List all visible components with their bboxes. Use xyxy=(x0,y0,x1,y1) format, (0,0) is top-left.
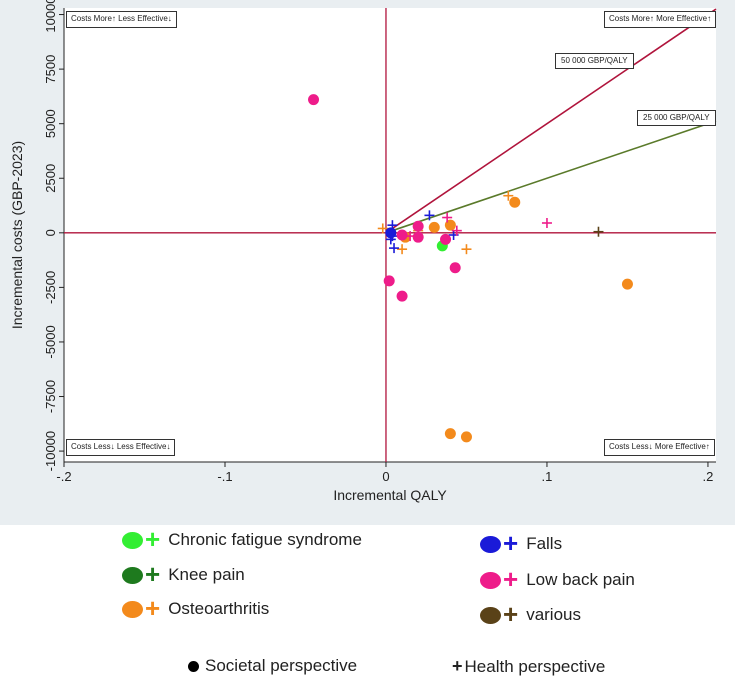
legend-item-chronic-fatigue: + Chronic fatigue syndrome xyxy=(122,523,362,554)
health-point xyxy=(503,190,514,201)
threshold-label-50000: 50 000 GBP/QALY xyxy=(555,53,634,69)
legend-item-knee-pain: + Knee pain xyxy=(122,558,245,589)
legend-label: Health perspective xyxy=(464,656,606,676)
legend-dot-icon xyxy=(122,600,143,618)
threshold-line-50000 xyxy=(385,8,717,234)
x-tick-label: .1 xyxy=(542,469,553,484)
legend-label: Societal perspective xyxy=(205,656,358,675)
legend-item-various: + various xyxy=(480,598,581,629)
health-point xyxy=(387,220,398,231)
y-axis-label: Incremental costs (GBP-2023) xyxy=(9,141,25,329)
health-point xyxy=(385,234,396,245)
y-tick-label: -2500 xyxy=(43,271,58,304)
x-tick-label: -.1 xyxy=(217,469,232,484)
x-axis-label: Incremental QALY xyxy=(333,487,447,503)
legend-label: various xyxy=(526,605,581,624)
legend-plus-icon: + xyxy=(503,527,519,558)
societal-point xyxy=(428,221,440,233)
legend-label: Knee pain xyxy=(168,565,245,584)
health-point xyxy=(389,243,400,254)
y-tick-label: 10000 xyxy=(43,0,58,33)
societal-point xyxy=(621,278,633,290)
legend-dot-icon xyxy=(480,571,501,589)
x-tick-label: -.2 xyxy=(56,469,71,484)
quadrant-label-top-left: Costs More↑ Less Effective↓ xyxy=(66,11,177,28)
legend-plus-icon: + xyxy=(503,563,519,594)
legend-plus-icon: + xyxy=(145,523,161,554)
societal-point xyxy=(308,94,320,106)
y-tick-label: 2500 xyxy=(43,164,58,193)
societal-point xyxy=(440,233,452,245)
legend-label: Falls xyxy=(526,534,563,553)
x-tick-label: .2 xyxy=(703,469,714,484)
legend-label: Low back pain xyxy=(526,570,635,589)
health-point xyxy=(541,217,552,228)
legend-dot-icon xyxy=(122,531,143,549)
y-tick-label: -7500 xyxy=(43,380,58,413)
legend-dot-icon xyxy=(480,606,501,624)
health-point xyxy=(442,212,453,223)
legend-item-falls: + Falls xyxy=(480,527,563,558)
y-tick-label: 7500 xyxy=(43,55,58,84)
quadrant-label-bottom-left: Costs Less↓ Less Effective↓ xyxy=(66,439,176,456)
legend-dot-icon xyxy=(480,535,501,553)
societal-point xyxy=(396,229,408,241)
legend-plus-icon: + xyxy=(145,558,161,589)
societal-point xyxy=(444,428,456,440)
legend-label: Chronic fatigue syndrome xyxy=(168,530,362,549)
societal-point xyxy=(396,290,408,302)
y-tick-label: -10000 xyxy=(43,431,58,471)
chart-area: -.2 -.1 0 .1 .2 10000 7500 5000 2500 0 -2500 -5000 -… xyxy=(0,0,735,525)
societal-point xyxy=(383,275,395,287)
legend-item-osteoarthritis: + Osteoarthritis xyxy=(122,592,270,623)
x-tick-label: 0 xyxy=(382,469,389,484)
health-point xyxy=(424,210,435,221)
health-point xyxy=(397,244,408,255)
legend-plus-icon: + xyxy=(503,598,519,629)
quadrant-label-bottom-right: Costs Less↓ More Effective↑ xyxy=(604,439,715,456)
legend-dot-icon xyxy=(122,566,143,584)
y-tick-label: 0 xyxy=(43,229,58,236)
health-point xyxy=(593,226,604,237)
y-tick-label: -5000 xyxy=(43,325,58,358)
scatter-plot: -.2 -.1 0 .1 .2 10000 7500 5000 2500 0 -2500 -5000 -… xyxy=(9,0,717,503)
threshold-label-25000: 25 000 GBP/QALY xyxy=(637,110,716,126)
health-point xyxy=(405,231,416,242)
y-tick-label: 5000 xyxy=(43,109,58,138)
legend-plus-icon: + xyxy=(145,592,161,623)
societal-point xyxy=(412,220,424,232)
legend-label: Osteoarthritis xyxy=(168,599,270,618)
legend-item-low-back-pain: + Low back pain xyxy=(480,563,635,594)
black-dot-icon xyxy=(188,660,199,672)
threshold-line-25000 xyxy=(385,120,717,234)
societal-point xyxy=(449,262,461,274)
societal-point xyxy=(412,231,424,243)
quadrant-label-top-right: Costs More↑ More Effective↑ xyxy=(604,11,717,28)
legend-societal-perspective: Societal perspective xyxy=(188,656,357,676)
societal-point xyxy=(509,196,521,208)
legend-health-perspective: + Health perspective xyxy=(452,656,605,677)
health-point xyxy=(451,225,462,236)
black-plus-icon: + xyxy=(452,656,463,676)
health-point xyxy=(377,223,388,234)
health-point xyxy=(461,244,472,255)
societal-point xyxy=(460,431,472,443)
